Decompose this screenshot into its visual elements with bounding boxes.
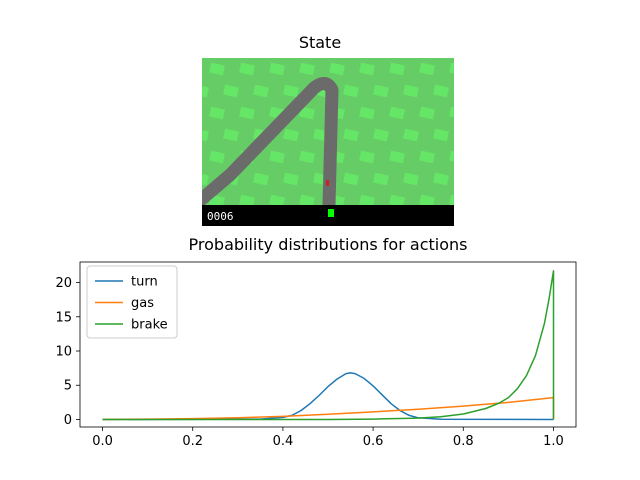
grass-tile [359,106,375,120]
grass-tile [403,128,419,142]
grass-tile [269,194,285,208]
legend-label-brake: brake [131,318,168,333]
grass-tile [419,194,435,208]
grass-tile [433,84,449,98]
plot-frame [79,261,577,428]
grass-tile [253,84,269,98]
y-tick-label: 5 [64,379,72,394]
series-line-brake [102,270,555,421]
y-tick-label: 15 [55,310,72,325]
chart-title: Probability distributions for actions [188,235,468,254]
grass-tile [223,84,239,98]
grass-tile [299,106,315,120]
speed-indicator [328,209,334,217]
grass-tile [209,62,225,76]
grass-tile [239,194,255,208]
grass-tile [343,84,359,98]
grass-tile [283,128,299,142]
score-readout: 0006 [207,210,234,223]
grass-tile [202,84,209,98]
grass-tile [373,172,389,186]
legend-box [86,265,178,339]
grass-tile [403,172,419,186]
grass-tile [239,106,255,120]
grass-tile [202,172,209,186]
x-tick-label: 0.6 [363,434,384,449]
road-track [202,77,339,208]
x-tick-label: 1.0 [543,434,564,449]
grass-tile [299,62,315,76]
grass-tile [449,150,454,164]
grass-tile [389,62,405,76]
series-line-gas [102,396,555,421]
grass-tile [223,128,239,142]
grass-tile [329,62,345,76]
y-tick-label: 20 [55,276,72,291]
grass-tile [343,172,359,186]
grass-tile [433,172,449,186]
grass-tile [449,106,454,120]
grass-tile [403,84,419,98]
x-tick-label: 0.2 [182,434,203,449]
x-tick-label: 0.0 [92,434,113,449]
grass-tile [269,62,285,76]
y-tick-label: 0 [64,413,72,428]
legend-label-turn: turn [131,275,158,290]
grass-tile [253,172,269,186]
grass-tile [419,150,435,164]
grass-tile [433,128,449,142]
y-tick-label: 10 [55,345,72,360]
grass-tile [299,194,315,208]
grass-tile [202,128,209,142]
grass-tile [239,62,255,76]
game-state-view: 0006 [202,58,454,226]
x-tick-label: 0.4 [273,434,294,449]
grass-tile [359,194,375,208]
grass-tile [419,62,435,76]
grass-tile [373,128,389,142]
grass-tile [373,84,389,98]
grass-tile [449,194,454,208]
x-tick-label: 0.8 [453,434,474,449]
grass-tile [359,150,375,164]
grass-tile [283,84,299,98]
legend-label-gas: gas [131,296,154,311]
grass-tile [389,106,405,120]
grass-tile [343,128,359,142]
car-marker [326,180,329,186]
grass-tile [209,150,225,164]
grass-tile [419,106,435,120]
grass-tile [359,62,375,76]
grass-tile [299,150,315,164]
series-line-turn [102,372,554,421]
grass-tile [209,106,225,120]
grass-tile [283,172,299,186]
grass-tile [389,150,405,164]
grass-tile [389,194,405,208]
state-title: State [298,33,342,52]
grass-tile [449,62,454,76]
grass-tile [269,150,285,164]
